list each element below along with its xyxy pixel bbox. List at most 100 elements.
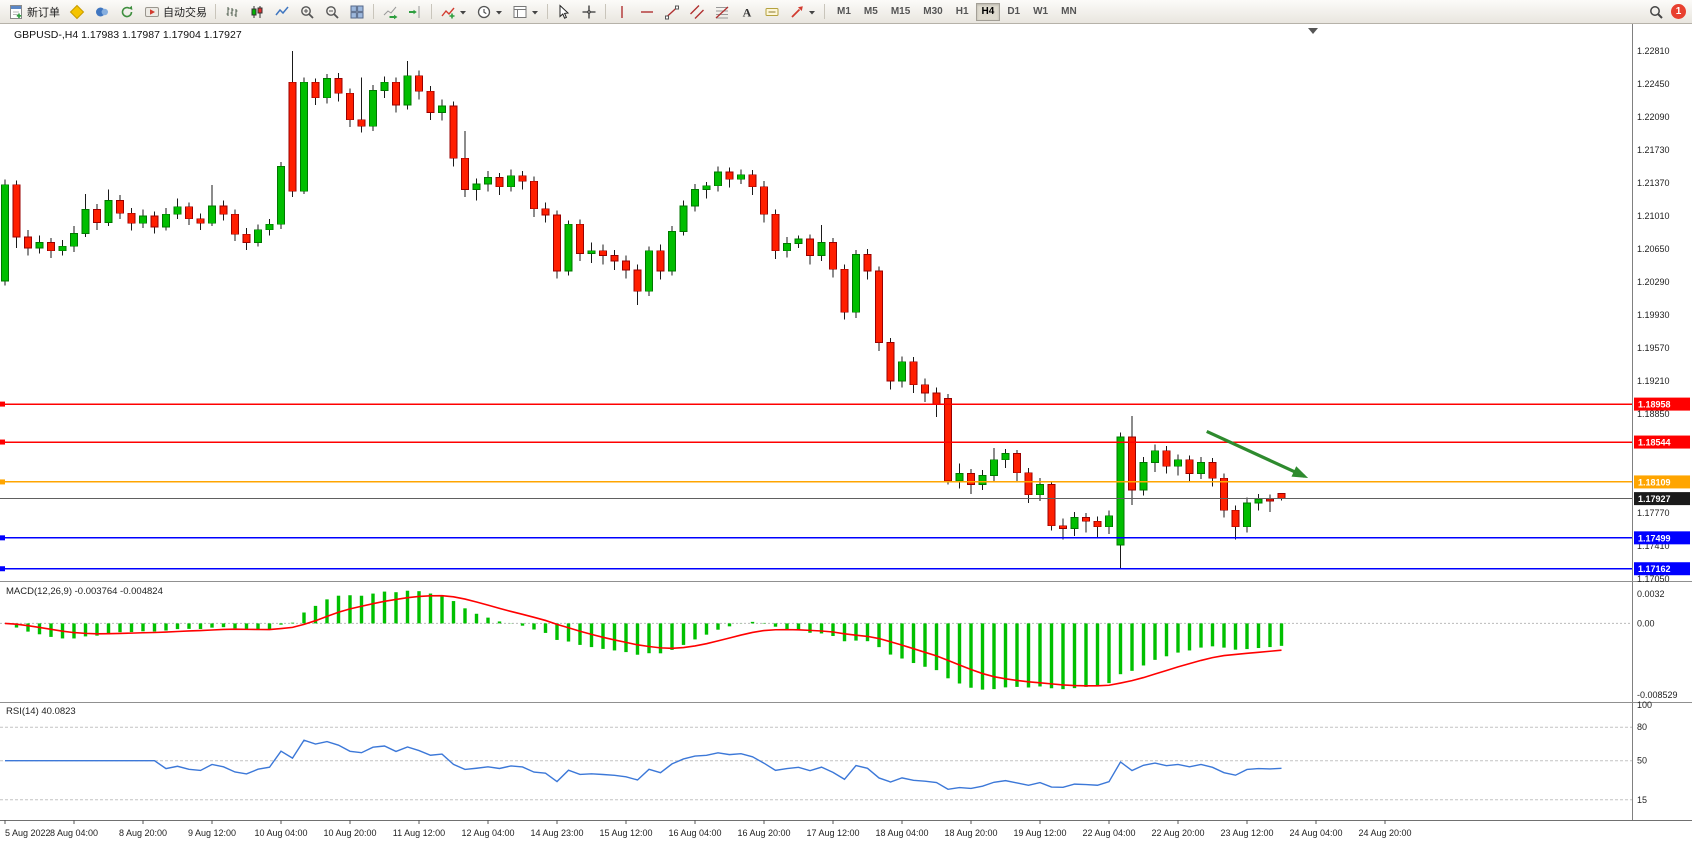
candle-body [553,214,561,272]
arrow-tool-icon [791,5,803,18]
text-icon: A [743,5,752,19]
time-axis-label: 14 Aug 23:00 [530,828,583,838]
periods-button[interactable] [472,2,507,22]
candle-body [93,209,101,223]
candle-body [81,209,90,234]
candle-body [1059,525,1067,529]
candle [1220,473,1228,518]
hline-handle[interactable] [0,535,5,541]
text-tool-button[interactable]: A [735,2,759,22]
candle [564,220,573,276]
candle [990,447,998,481]
hline-handle[interactable] [0,566,5,572]
line-chart-button[interactable] [270,2,294,22]
bar-chart-button[interactable] [220,2,244,22]
hline-handle[interactable] [0,401,5,407]
toolbar-separator [605,4,606,19]
crosshair-button[interactable] [577,2,601,22]
trend-arrow[interactable] [1206,429,1306,478]
candle [300,77,308,194]
candle-body [311,81,320,99]
templates-button[interactable] [508,2,543,22]
timeframe-m15-button[interactable]: M15 [885,3,916,21]
candle [656,244,665,280]
candle-body [1139,462,1148,491]
hline-handle[interactable] [0,439,5,445]
candle [139,209,147,228]
price-tick-label: 1.20290 [1637,277,1670,287]
candle-body [150,215,159,228]
candle [668,226,676,276]
candle [863,249,872,280]
horizontal-line-button[interactable] [635,2,659,22]
candle-body [1254,498,1263,504]
candle [1001,448,1010,469]
auto-trading-button[interactable]: 自动交易 [140,2,211,22]
candle-body [35,242,44,249]
trend-arrow-head[interactable] [1291,466,1309,479]
metaeditor-button[interactable] [65,2,89,22]
periods-icon [477,5,491,18]
refresh-icon [121,5,133,17]
price-scale[interactable] [1633,24,1692,820]
candle-body [58,245,67,252]
candlestick-chart-button[interactable] [245,2,269,22]
timeframe-m1-button[interactable]: M1 [831,3,857,21]
hline-handle[interactable] [0,479,5,485]
indicators-button[interactable] [436,2,471,22]
search-button[interactable] [1644,2,1668,22]
chart-shift-button[interactable] [403,2,427,22]
timeframe-h1-button[interactable]: H1 [950,3,975,21]
candle-body [139,215,147,224]
timeframe-m30-button[interactable]: M30 [917,3,948,21]
candle-body [955,473,964,482]
new-order-button[interactable]: 新订单 [4,2,64,22]
candle-body [944,398,952,482]
auto-scroll-button[interactable] [378,2,402,22]
timeframe-w1-button[interactable]: W1 [1027,3,1054,21]
candle [484,171,492,192]
candle [12,180,21,249]
cursor-button[interactable] [552,2,576,22]
timeframe-h4-button[interactable]: H4 [975,2,1001,21]
fibonacci-button[interactable] [710,2,734,22]
community-button[interactable] [90,2,114,22]
candle [1197,457,1205,480]
time-axis-label: 18 Aug 04:00 [875,828,928,838]
candle-body [219,205,228,215]
candle-body [967,473,975,485]
candle-body [840,268,849,313]
candle [1243,497,1251,533]
shift-marker-icon[interactable] [1308,28,1318,34]
candle-body [24,236,32,249]
price-badge [1634,562,1690,576]
candle [760,181,768,223]
arrows-tool-button[interactable] [785,2,820,22]
price-tick-label: 1.22090 [1637,112,1670,122]
trendline-button[interactable] [660,2,684,22]
chart-shift-icon [409,5,420,18]
time-axis-label: 24 Aug 04:00 [1289,828,1342,838]
zoom-out-button[interactable] [320,2,344,22]
candle-body [576,223,584,254]
refresh-button[interactable] [115,2,139,22]
timeframe-m5-button[interactable]: M5 [858,3,884,21]
candle-body [162,213,170,228]
zoom-in-button[interactable] [295,2,319,22]
candle [1266,494,1274,513]
candle [1093,516,1102,538]
timeframe-d1-button[interactable]: D1 [1001,3,1026,21]
channel-button[interactable] [685,2,709,22]
candle-body [47,242,55,252]
label-tool-button[interactable] [760,2,784,22]
trendline-icon [665,5,679,19]
notification-badge[interactable]: 1 [1671,4,1686,19]
candle-body [1116,436,1125,546]
candle-body [173,206,182,215]
tile-windows-button[interactable] [345,2,369,22]
candle [507,169,515,192]
macd-scale-label: -0.008529 [1637,690,1678,700]
vertical-line-button[interactable] [610,2,634,22]
candle-body [1024,472,1033,496]
timeframe-mn-button[interactable]: MN [1055,3,1083,21]
